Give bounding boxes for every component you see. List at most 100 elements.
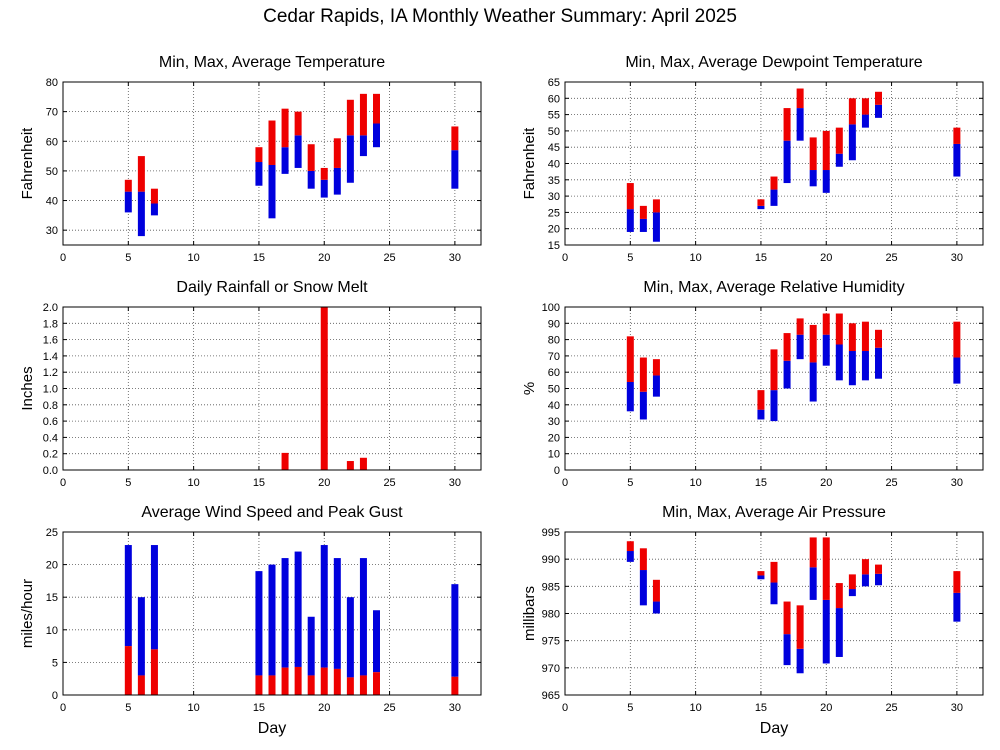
x-tick-label: 5 (627, 477, 633, 489)
x-tick-label: 20 (318, 477, 330, 489)
y-tick-label: 1.4 (43, 351, 58, 363)
bar-avg-max (451, 126, 459, 151)
bar-min-avg (861, 574, 869, 587)
bar-avg-max (373, 93, 380, 124)
bar-min-avg (796, 108, 804, 141)
bar-min-avg (783, 360, 791, 389)
bar-min-avg (953, 143, 961, 177)
bar-min-avg (875, 347, 882, 379)
y-tick-label: 10 (548, 449, 560, 461)
bar-avg-max (652, 579, 660, 602)
plot-frame (62, 531, 482, 696)
chart-humidity: Min, Max, Average Relative Humidity 0 10 20… (521, 279, 984, 489)
y-tick-label: 965 (542, 690, 560, 702)
bar-min-avg (835, 608, 843, 657)
bar-average-wind (255, 675, 263, 695)
x-tick-label: 25 (885, 252, 897, 264)
y-axis-label: miles/hour (19, 579, 36, 648)
y-tick-label: 0 (554, 465, 560, 477)
bar-avg-max (757, 571, 765, 576)
x-tick-label: 25 (885, 702, 897, 714)
y-tick-label: 0.4 (43, 432, 58, 444)
bar-avg-max (953, 571, 961, 593)
plot-frame (564, 531, 984, 696)
y-tick-label: 65 (548, 77, 560, 89)
bar-peak-gust (255, 571, 263, 676)
x-tick-label: 25 (885, 477, 897, 489)
bar-avg-max (809, 137, 817, 171)
bar-avg-max (639, 205, 647, 219)
bar-avg-max (268, 120, 276, 165)
y-tick-label: 20 (46, 560, 58, 572)
bar-min-avg (796, 648, 804, 674)
y-tick-label: 970 (542, 663, 560, 675)
x-tick-label: 20 (820, 702, 832, 714)
bar-avg-max (770, 349, 778, 391)
chart-title: Min, Max, Average Relative Humidity (643, 279, 904, 296)
bar-min-avg (796, 334, 804, 360)
bar-min-avg (639, 218, 647, 232)
y-tick-label: 35 (548, 175, 560, 187)
y-tick-label: 70 (548, 351, 560, 363)
bar-avg-max (848, 323, 856, 352)
x-tick-label: 15 (755, 477, 767, 489)
x-tick-label: 5 (125, 252, 131, 264)
y-tick-label: 30 (46, 225, 58, 237)
bar-avg-max (822, 537, 830, 600)
x-tick-label: 10 (690, 477, 702, 489)
bar-avg-max (809, 537, 817, 568)
chart-title: Min, Max, Average Temperature (159, 54, 385, 71)
bar-peak-gust (307, 616, 315, 676)
x-tick-label: 10 (188, 702, 200, 714)
bar-min-avg (639, 570, 647, 606)
bar-min-avg (137, 191, 145, 237)
bar-avg-max (953, 321, 961, 358)
y-tick-label: 50 (548, 126, 560, 138)
bar-min-avg (835, 344, 843, 381)
y-tick-label: 985 (542, 581, 560, 593)
x-tick-label: 5 (627, 702, 633, 714)
bar-min-avg (652, 375, 660, 397)
y-tick-label: 0.6 (43, 416, 58, 428)
y-tick-label: 15 (548, 240, 560, 252)
y-tick-label: 20 (548, 224, 560, 236)
bar-avg-max (307, 144, 315, 171)
bar-min-avg (451, 150, 459, 189)
bar-average-wind (333, 668, 341, 695)
bar-average-wind (268, 675, 276, 695)
y-axis-label: Fahrenheit (521, 127, 538, 200)
y-tick-label: 40 (548, 400, 560, 412)
bar-avg-max (770, 561, 778, 583)
bar-min-avg (320, 179, 328, 198)
bar-peak-gust (294, 551, 302, 667)
y-tick-label: 0 (52, 690, 58, 702)
bar-avg-max (359, 93, 367, 136)
x-tick-label: 0 (60, 252, 66, 264)
bar-average-wind (307, 675, 315, 695)
bar-min-avg (639, 391, 647, 420)
bar-average-wind (359, 675, 367, 695)
bar-min-avg (783, 634, 791, 666)
x-tick-label: 5 (125, 702, 131, 714)
chart-rainfall: Daily Rainfall or Snow Melt 0.0 0.2 0.4 0.6 0… (19, 279, 482, 489)
bar-min-avg (652, 601, 660, 614)
y-tick-label: 45 (548, 142, 560, 154)
x-tick-label: 30 (449, 477, 461, 489)
y-tick-label: 25 (46, 527, 58, 539)
x-tick-label: 30 (951, 252, 963, 264)
bar-min-avg (822, 170, 830, 193)
bar-peak-gust (281, 558, 289, 668)
bar-avg-max (848, 98, 856, 125)
bar-min-avg (626, 209, 634, 232)
bar-min-avg (835, 153, 843, 167)
bar-avg-max (822, 130, 830, 171)
bar-min-avg (359, 135, 367, 157)
bar-average-wind (451, 676, 459, 695)
x-tick-label: 20 (318, 252, 330, 264)
bar-avg-max (783, 333, 791, 361)
bar-min-avg (783, 140, 791, 184)
bar-min-avg (809, 567, 817, 600)
y-tick-label: 975 (542, 636, 560, 648)
bar-avg-max (796, 88, 804, 109)
